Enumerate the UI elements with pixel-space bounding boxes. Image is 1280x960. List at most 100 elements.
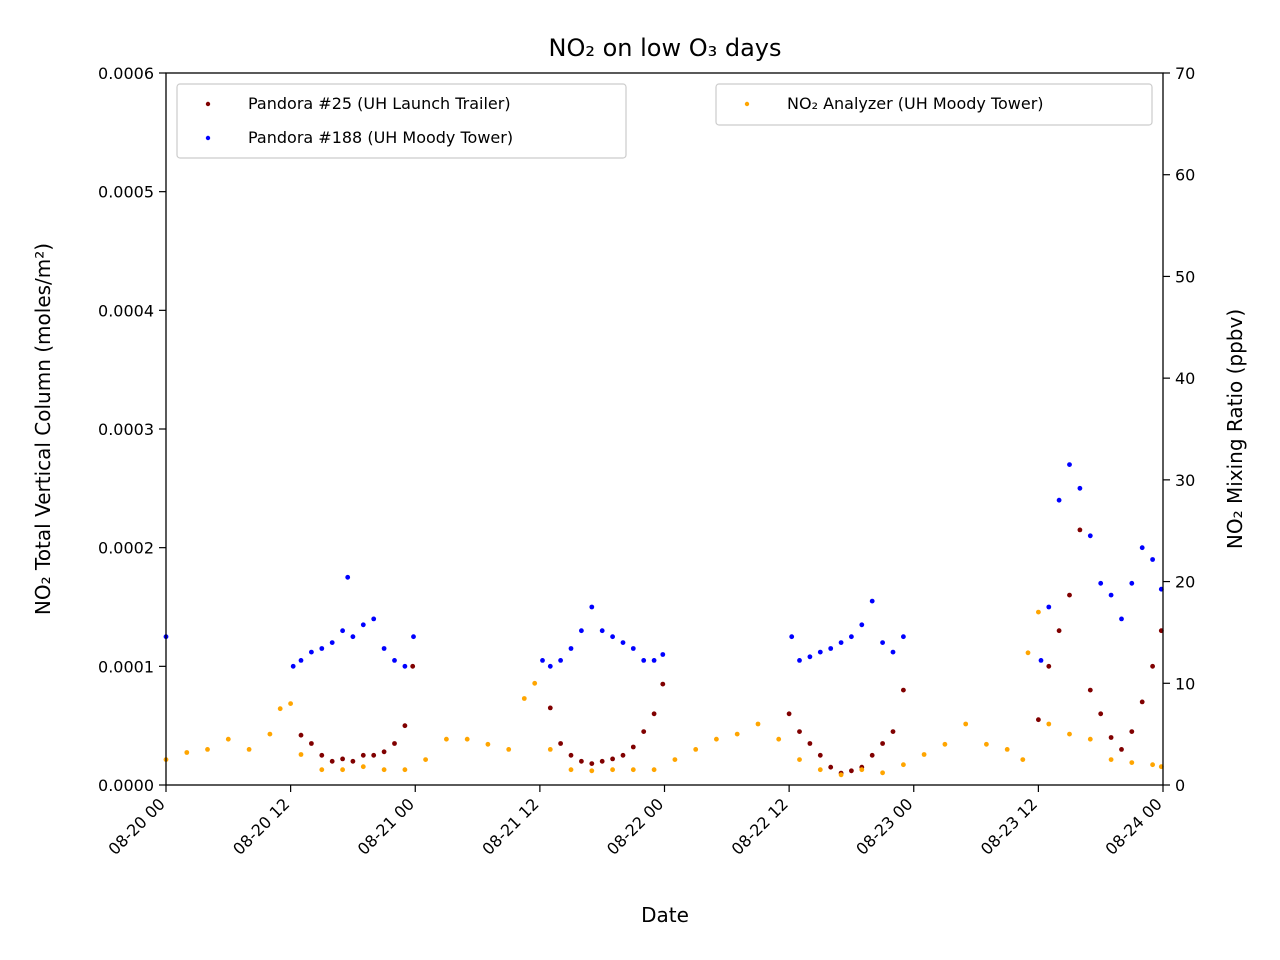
series-1-point-18 bbox=[568, 646, 574, 651]
series-0-point-46 bbox=[1139, 699, 1145, 705]
series-0-point-44 bbox=[1119, 747, 1124, 752]
series-1-point-7 bbox=[345, 574, 351, 580]
series-1-point-20 bbox=[589, 604, 595, 610]
series-2-point-15 bbox=[444, 736, 449, 742]
series-2-point-40 bbox=[942, 741, 948, 747]
series-2-point-36 bbox=[859, 767, 865, 773]
series-0-point-16 bbox=[589, 761, 595, 766]
series-1-point-12 bbox=[392, 658, 397, 663]
series-0-point-19 bbox=[620, 752, 626, 758]
series-0-point-20 bbox=[630, 744, 636, 750]
series-2-point-25 bbox=[630, 767, 636, 773]
series-0-point-41 bbox=[1087, 687, 1093, 693]
series-0-point-15 bbox=[579, 758, 584, 764]
series-0-point-21 bbox=[641, 729, 647, 734]
data-marks bbox=[163, 462, 1164, 778]
series-2-point-11 bbox=[360, 764, 366, 770]
y-left-tick-label: 0.0006 bbox=[98, 64, 154, 83]
series-1-point-30 bbox=[807, 654, 813, 660]
y-left-tick-label: 0.0003 bbox=[98, 420, 154, 439]
series-2-point-47 bbox=[1046, 721, 1052, 727]
series-1-point-23 bbox=[620, 640, 626, 645]
series-1-point-6 bbox=[340, 628, 345, 634]
series-0-point-37 bbox=[1046, 663, 1052, 669]
series-2-point-35 bbox=[838, 772, 844, 778]
y-left-tick-label: 0.0000 bbox=[98, 776, 154, 795]
series-1-point-39 bbox=[901, 634, 906, 640]
series-1-point-51 bbox=[1150, 557, 1155, 562]
series-2 bbox=[163, 609, 1164, 778]
series-2-point-16 bbox=[464, 736, 470, 742]
series-0-point-43 bbox=[1108, 735, 1114, 740]
y-left-tick-label: 0.0002 bbox=[98, 539, 154, 558]
series-2-point-50 bbox=[1108, 757, 1114, 762]
series-2-point-39 bbox=[921, 752, 927, 757]
series-2-point-4 bbox=[246, 747, 252, 752]
series-0-point-39 bbox=[1067, 592, 1072, 598]
series-0-point-8 bbox=[381, 749, 387, 755]
series-1-point-16 bbox=[547, 663, 553, 669]
series-2-point-27 bbox=[672, 757, 678, 762]
series-1-point-5 bbox=[329, 640, 335, 645]
series-1-point-40 bbox=[1038, 658, 1044, 663]
series-2-point-5 bbox=[267, 731, 273, 737]
series-0-point-32 bbox=[869, 752, 875, 758]
series-2-point-45 bbox=[1025, 650, 1031, 656]
y-axis-left-label: NO₂ Total Vertical Column (moles/m²) bbox=[31, 243, 55, 615]
series-2-point-6 bbox=[277, 706, 283, 712]
x-tick-label: 08-20 00 bbox=[105, 794, 169, 858]
series-1-point-9 bbox=[360, 622, 366, 628]
series-1-point-26 bbox=[651, 658, 657, 663]
x-tick-label: 08-23 00 bbox=[852, 794, 916, 858]
series-0-point-34 bbox=[890, 729, 896, 734]
series-0-point-40 bbox=[1077, 527, 1083, 533]
y-right-tick-label: 20 bbox=[1175, 573, 1195, 592]
series-2-point-24 bbox=[610, 767, 615, 773]
series-1-point-33 bbox=[838, 640, 844, 645]
series-2-point-13 bbox=[402, 767, 408, 773]
y-right-tick-label: 40 bbox=[1175, 369, 1195, 388]
series-2-point-28 bbox=[693, 747, 699, 752]
series-2-point-17 bbox=[485, 741, 491, 747]
legend-label-pandora-188: Pandora #188 (UH Moody Tower) bbox=[248, 128, 513, 147]
legend-left-box bbox=[176, 83, 627, 159]
series-1-point-24 bbox=[630, 646, 636, 651]
legend-swatch-pandora-188 bbox=[205, 135, 211, 141]
series-1-point-48 bbox=[1119, 616, 1124, 622]
series-1-point-25 bbox=[641, 658, 647, 663]
series-1-point-44 bbox=[1077, 485, 1083, 491]
series-1-point-27 bbox=[660, 652, 666, 657]
series-2-point-1 bbox=[184, 750, 190, 755]
series-2-point-31 bbox=[755, 721, 761, 727]
x-tick-label: 08-22 12 bbox=[728, 794, 792, 858]
series-0-point-9 bbox=[392, 741, 397, 746]
x-tick-label: 08-24 00 bbox=[1102, 794, 1166, 858]
series-1-point-29 bbox=[797, 658, 802, 663]
series-0-point-25 bbox=[797, 729, 802, 734]
chart-title: NO₂ on low O₃ days bbox=[548, 34, 781, 62]
series-1-point-4 bbox=[319, 646, 325, 651]
y-right-tick-label: 50 bbox=[1175, 267, 1195, 286]
series-2-point-52 bbox=[1150, 762, 1155, 768]
x-tick-label: 08-23 12 bbox=[977, 794, 1041, 858]
x-tick-label: 08-20 12 bbox=[229, 794, 293, 858]
series-2-point-34 bbox=[817, 767, 823, 773]
series-1-point-1 bbox=[290, 663, 296, 669]
y-right-tick-label: 10 bbox=[1175, 674, 1195, 693]
series-1-point-28 bbox=[789, 634, 795, 640]
x-tick-label: 08-22 00 bbox=[603, 794, 667, 858]
series-2-point-18 bbox=[506, 747, 512, 752]
y-left-tick-label: 0.0005 bbox=[98, 183, 154, 202]
series-2-point-19 bbox=[521, 696, 527, 701]
series-1-point-45 bbox=[1087, 533, 1093, 539]
series-2-point-12 bbox=[381, 767, 387, 773]
series-1-point-43 bbox=[1067, 462, 1072, 467]
series-0-point-26 bbox=[807, 741, 813, 746]
legend-right-box bbox=[715, 83, 1153, 126]
series-0-point-38 bbox=[1056, 628, 1062, 634]
series-0-point-0 bbox=[298, 732, 304, 738]
series-2-point-23 bbox=[589, 768, 595, 774]
series-0-point-45 bbox=[1129, 729, 1135, 734]
series-2-point-38 bbox=[901, 762, 906, 768]
series-2-point-2 bbox=[205, 747, 210, 752]
